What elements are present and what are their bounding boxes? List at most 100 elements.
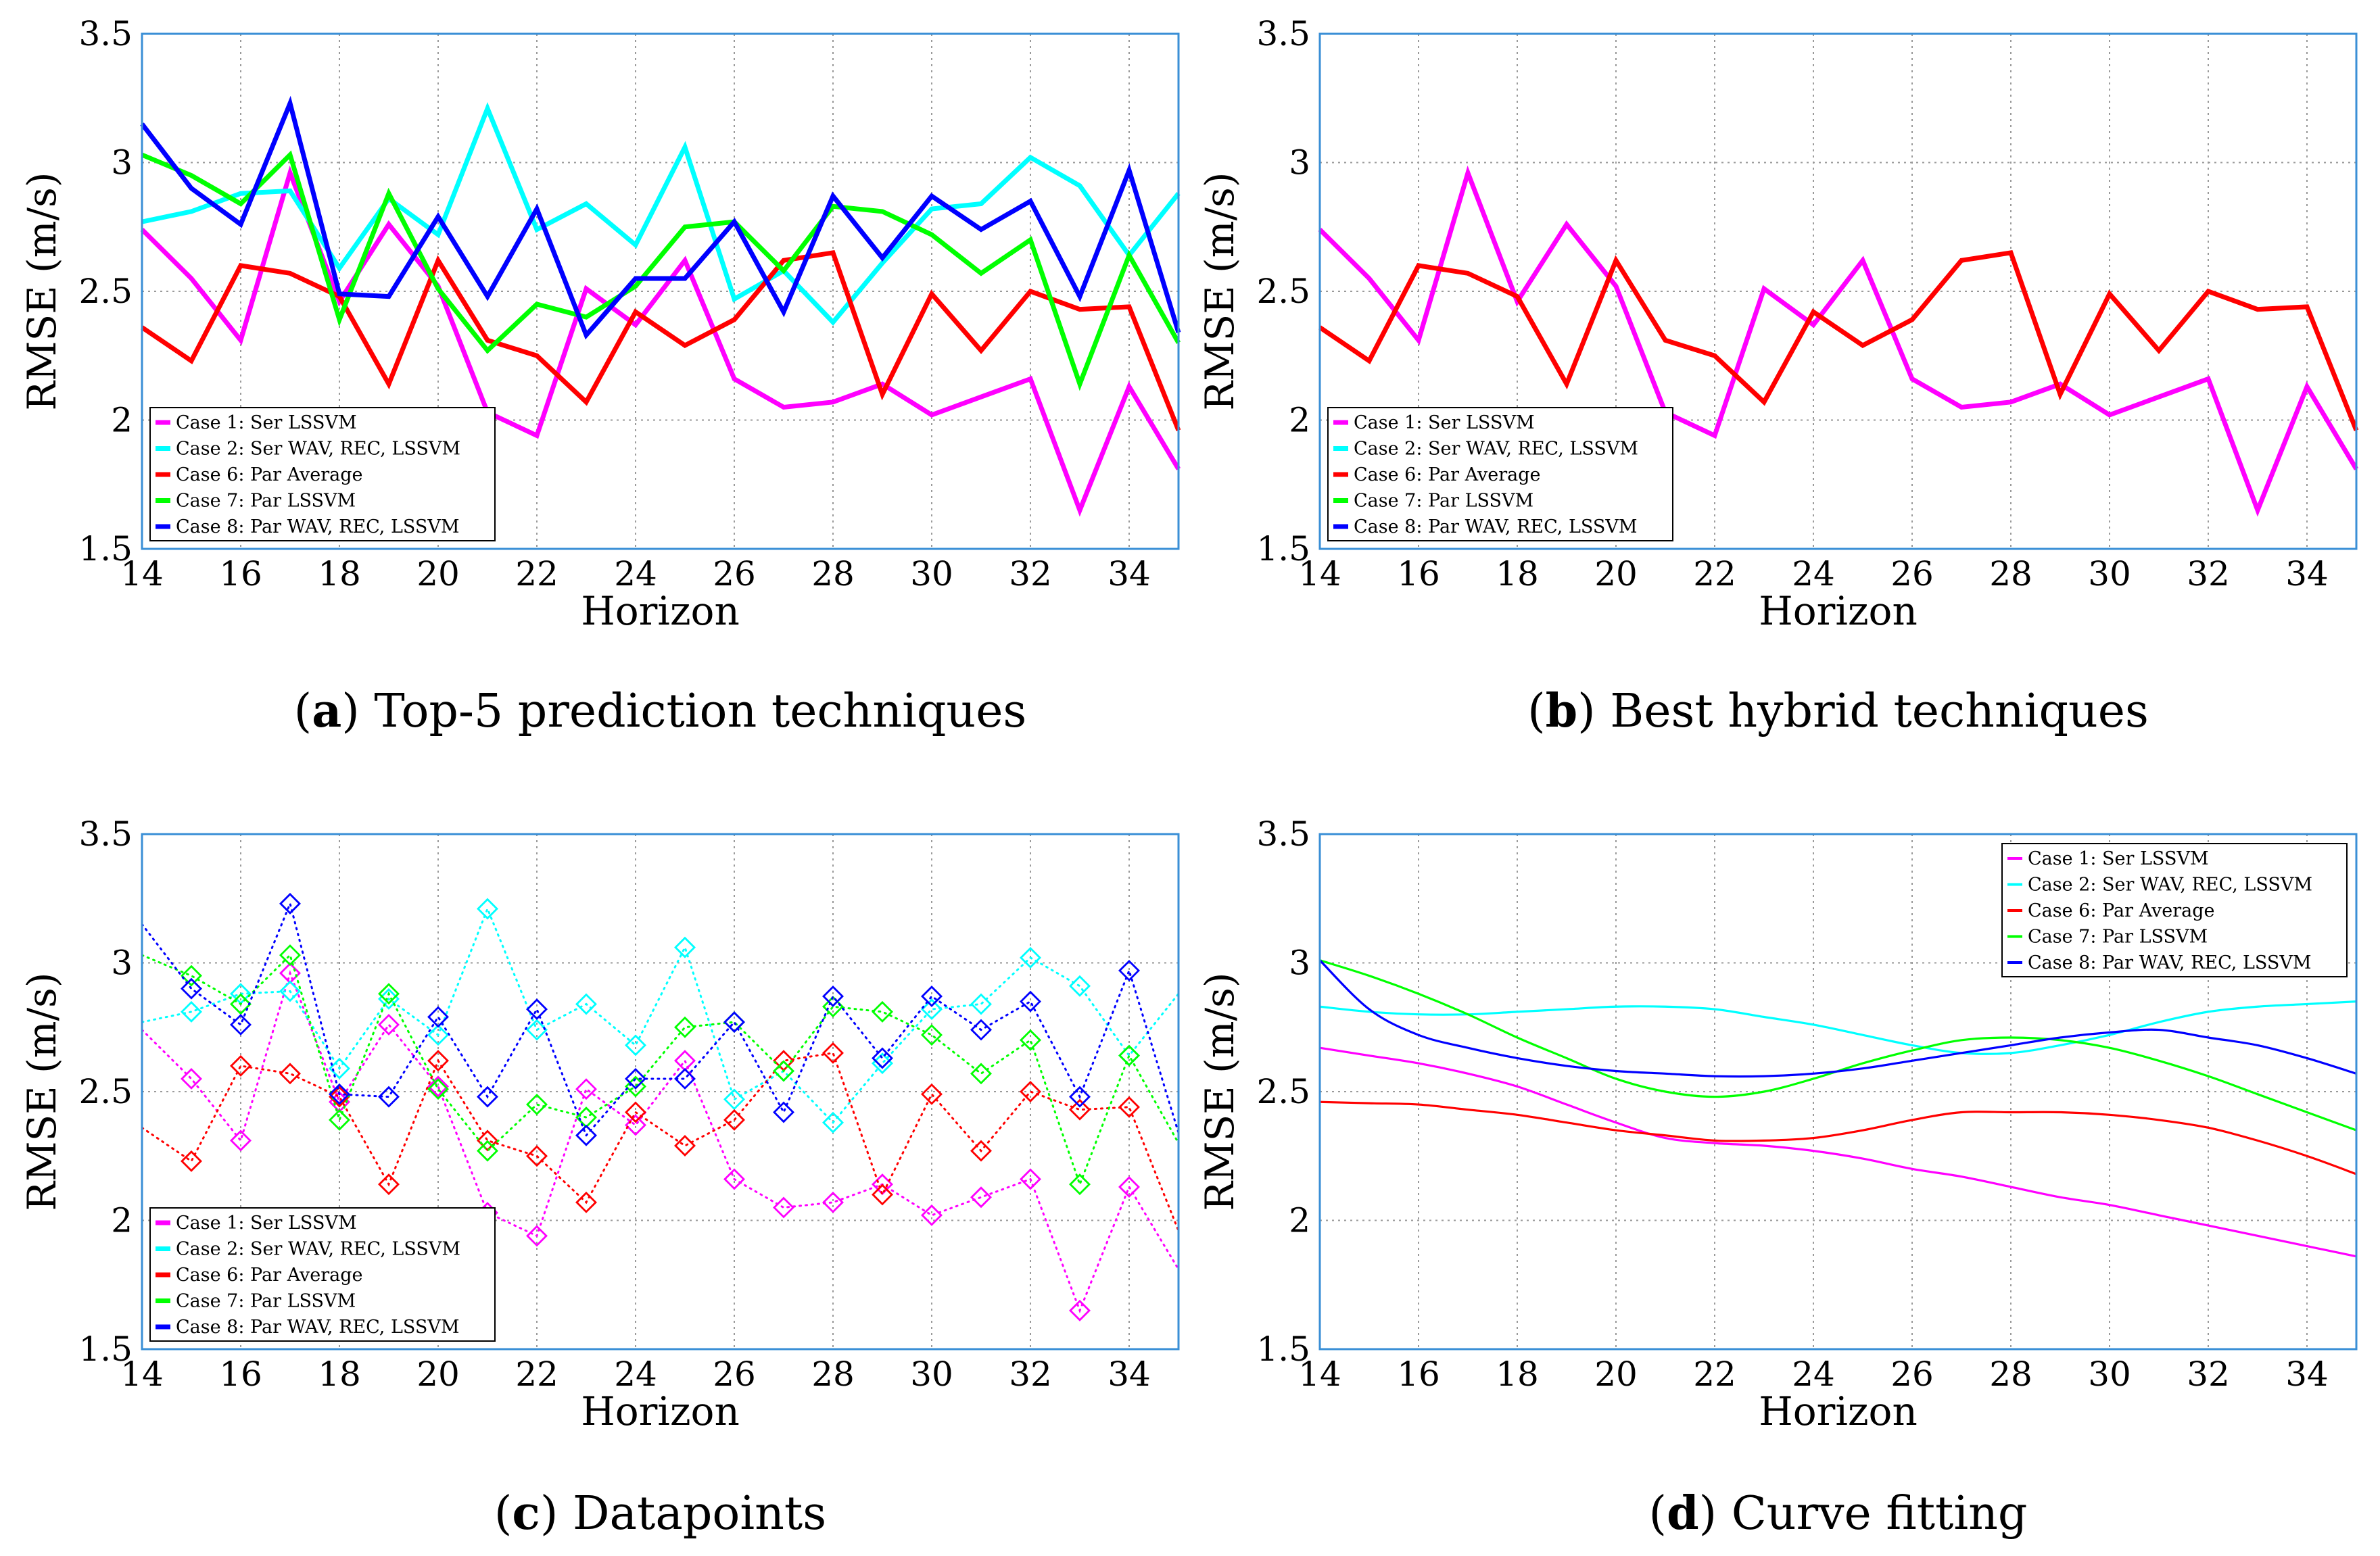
x-tick-label: 18	[1496, 1355, 1539, 1394]
y-tick-label: 3	[1289, 143, 1310, 183]
data-point-case6	[181, 1150, 202, 1172]
x-tick-label: 34	[2285, 1355, 2329, 1394]
series-line-case7	[1319, 959, 2357, 1132]
data-point-case1	[575, 1078, 597, 1100]
x-tick-label: 22	[1693, 554, 1736, 593]
data-point-case7	[526, 1094, 548, 1116]
y-axis-label: RMSE (m/s)	[1197, 172, 1243, 410]
y-tick-label: 3	[1289, 944, 1310, 983]
x-tick-label: 26	[1890, 554, 1934, 593]
data-point-case8	[625, 1067, 646, 1090]
y-tick-label: 2.5	[78, 1072, 133, 1111]
legend-label-case6: Case 6: Par Average	[2028, 900, 2214, 921]
data-point-case8	[921, 986, 943, 1008]
legend-label-case1: Case 1: Ser LSSVM	[176, 412, 357, 433]
series-line-case6	[141, 249, 1181, 432]
data-point-case2	[1069, 975, 1091, 997]
series-line-case1	[1318, 165, 2359, 517]
data-point-case7	[427, 1078, 449, 1100]
x-tick-label: 24	[1792, 1355, 1835, 1394]
data-point-case1	[181, 1067, 202, 1090]
series-line-case8	[141, 900, 1180, 1138]
data-point-case7	[477, 1140, 498, 1162]
data-point-case7	[773, 1060, 794, 1082]
panel-caption: (b) Best hybrid techniques	[1527, 684, 2149, 738]
data-point-case8	[575, 1124, 597, 1146]
legend-label-case2: Case 2: Ser WAV, REC, LSSVM	[176, 439, 460, 460]
x-axis-label: Horizon	[1759, 1388, 1918, 1434]
x-tick-label: 16	[219, 554, 262, 593]
data-point-case6	[1020, 1081, 1041, 1102]
series-line-case6	[141, 1052, 1180, 1232]
data-point-case2	[674, 936, 696, 958]
plot-frame	[1318, 32, 2358, 550]
x-tick-label: 22	[1693, 1355, 1736, 1394]
data-point-case7	[970, 1063, 992, 1085]
x-tick-label: 22	[515, 554, 558, 593]
data-point-case6	[674, 1135, 696, 1157]
data-point-case2	[477, 898, 498, 920]
data-point-case6	[526, 1145, 548, 1167]
legend-box	[1327, 407, 1673, 541]
x-tick-label: 16	[1397, 554, 1440, 593]
legend-label-case1: Case 1: Ser LSSVM	[2028, 848, 2209, 869]
data-point-case6	[822, 1042, 844, 1064]
x-tick-label: 14	[120, 554, 164, 593]
legend-label-case7: Case 7: Par LSSVM	[2028, 927, 2208, 948]
y-tick-label: 3	[111, 143, 133, 183]
x-tick-label: 30	[910, 554, 953, 593]
y-tick-label: 3	[111, 944, 133, 983]
plot-frame	[141, 32, 1180, 550]
x-tick-label: 26	[713, 1355, 756, 1394]
data-point-case7	[674, 1016, 696, 1038]
data-point-case8	[773, 1101, 794, 1123]
legend-label-case8: Case 8: Par WAV, REC, LSSVM	[176, 516, 460, 537]
data-point-case1	[921, 1204, 943, 1226]
x-tick-label: 14	[1298, 1355, 1341, 1394]
y-tick-label: 1.5	[1256, 529, 1310, 568]
data-point-case2	[723, 1088, 745, 1111]
y-tick-label: 2.5	[78, 272, 133, 311]
chart-panel-c: 14 16 18 20 22 24 26 28 30 32 34 1.5 2 2.5 3 3.5 Horizon…	[19, 815, 1180, 1540]
data-point-case6	[1118, 1096, 1140, 1118]
x-tick-label: 18	[318, 1355, 361, 1394]
series-line-case6	[1318, 249, 2359, 432]
legend-label-case2: Case 2: Ser WAV, REC, LSSVM	[176, 1239, 460, 1260]
plot-frame	[141, 833, 1180, 1351]
data-point-case8	[970, 1019, 992, 1041]
data-point-case2	[970, 993, 992, 1015]
data-point-case2	[1020, 946, 1041, 969]
x-tick-label: 28	[1989, 1355, 2032, 1394]
data-point-case6	[921, 1083, 943, 1105]
data-point-case7	[921, 1024, 943, 1046]
data-point-case2	[279, 980, 301, 1002]
data-point-case8	[674, 1067, 696, 1090]
x-tick-label: 32	[2187, 554, 2230, 593]
data-point-case2	[625, 1034, 646, 1056]
y-tick-label: 3.5	[1256, 14, 1310, 53]
legend-label-case7: Case 7: Par LSSVM	[1354, 491, 1533, 512]
legend-box	[2001, 843, 2348, 977]
x-tick-label: 24	[614, 1355, 657, 1394]
legend: Case 1: Ser LSSVM Case 2: Ser WAV, REC, L…	[149, 407, 496, 541]
data-point-case8	[378, 1086, 400, 1108]
data-point-case8	[279, 892, 301, 915]
data-point-case6	[1069, 1098, 1091, 1121]
data-point-case8	[822, 986, 844, 1008]
legend-box	[149, 407, 496, 541]
data-point-case6	[575, 1191, 597, 1213]
data-point-case8	[723, 1011, 745, 1034]
series-line-case2	[1319, 1000, 2357, 1055]
series-line-case7	[141, 953, 1180, 1188]
series-line-case8	[1318, 959, 2357, 1078]
legend-label-case7: Case 7: Par LSSVM	[176, 1291, 356, 1312]
data-point-case1	[822, 1191, 844, 1213]
data-point-case1	[378, 1013, 400, 1036]
x-tick-label: 20	[416, 554, 460, 593]
data-point-case2	[575, 993, 597, 1015]
data-point-case1	[1020, 1168, 1041, 1190]
data-point-case8	[1069, 1086, 1091, 1108]
y-tick-label: 2	[111, 1201, 133, 1240]
data-point-case8	[329, 1083, 350, 1105]
data-point-case1	[723, 1168, 745, 1190]
